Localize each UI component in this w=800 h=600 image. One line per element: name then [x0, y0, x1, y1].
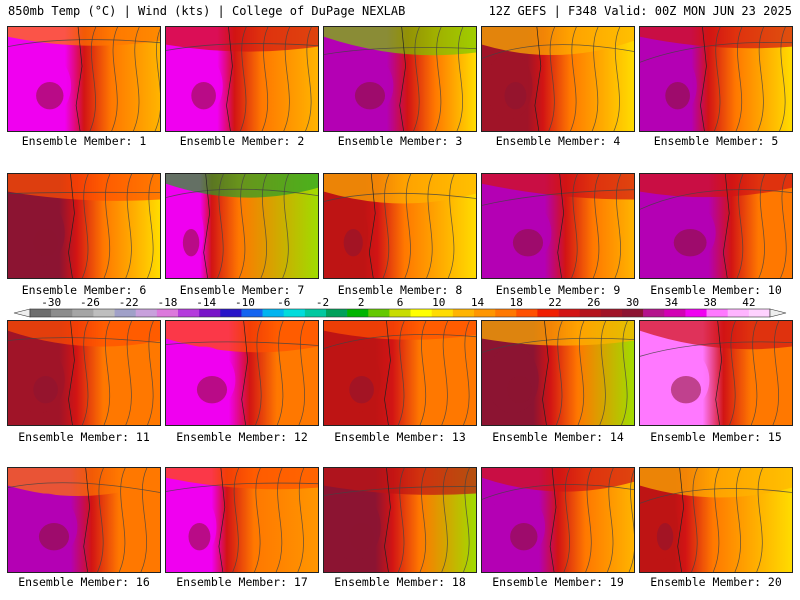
ensemble-member-label: Ensemble Member: 1 [21, 134, 147, 148]
colorbar-tick-label: 14 [471, 296, 485, 309]
ensemble-member-map [165, 173, 319, 279]
run-info: 12Z GEFS | F348 Valid: 00Z MON JUN 23 20… [488, 4, 792, 18]
colorbar-segment [93, 309, 115, 317]
colorbar-segment [304, 309, 327, 317]
colorbar-segment [368, 309, 390, 317]
ensemble-member-label: Ensemble Member: 8 [337, 283, 463, 297]
ensemble-member-map [7, 467, 161, 573]
colorbar-tick-label: 30 [626, 296, 639, 309]
ensemble-member-map [7, 26, 161, 132]
colorbar-tick-label: 6 [397, 296, 404, 309]
ensemble-member-label: Ensemble Member: 17 [176, 575, 308, 589]
ensemble-member-label: Ensemble Member: 13 [334, 430, 466, 444]
colorbar-segment [727, 309, 750, 317]
colorbar-tick-label: 42 [742, 296, 755, 309]
ensemble-member-map [639, 320, 793, 426]
colorbar-segment [389, 309, 411, 317]
ensemble-member-map [323, 26, 477, 132]
colorbar-tick-label: -22 [119, 296, 139, 309]
colorbar-segment [114, 309, 137, 317]
ensemble-member-label: Ensemble Member: 2 [179, 134, 305, 148]
ensemble-member-map [481, 173, 635, 279]
ensemble-member-map [323, 467, 477, 573]
colorbar-tick-label: -14 [196, 296, 216, 309]
ensemble-member-label: Ensemble Member: 5 [653, 134, 779, 148]
colorbar-tick-label: 34 [665, 296, 679, 309]
colorbar-tick-label: -30 [41, 296, 61, 309]
ensemble-member-label: Ensemble Member: 18 [334, 575, 466, 589]
colorbar-segment [474, 309, 496, 317]
ensemble-member-map [165, 320, 319, 426]
colorbar-segment [537, 309, 559, 317]
colorbar-tick-label: 18 [510, 296, 523, 309]
colorbar-segment [622, 309, 644, 317]
ensemble-member-label: Ensemble Member: 9 [495, 283, 621, 297]
ensemble-member-map [7, 320, 161, 426]
ensemble-member-map [481, 467, 635, 573]
colorbar-segment [135, 309, 158, 317]
ensemble-member-label: Ensemble Member: 4 [495, 134, 621, 148]
colorbar-segment [241, 309, 263, 317]
colorbar-segment [283, 309, 306, 317]
colorbar-tick-label: 38 [703, 296, 716, 309]
colorbar-segment [51, 309, 73, 317]
colorbar-segment [431, 309, 454, 317]
colorbar-tick-label: 2 [358, 296, 365, 309]
ensemble-member-label: Ensemble Member: 12 [176, 430, 308, 444]
colorbar-segment [262, 309, 285, 317]
ensemble-member-map [481, 26, 635, 132]
colorbar-segment [220, 309, 242, 317]
ensemble-member-map [165, 467, 319, 573]
colorbar-segment [452, 309, 475, 317]
colorbar-tick-label: 22 [548, 296, 561, 309]
ensemble-member-label: Ensemble Member: 3 [337, 134, 463, 148]
ensemble-member-map [639, 467, 793, 573]
colorbar-segment [748, 309, 771, 317]
colorbar-segment [685, 309, 707, 317]
ensemble-member-map [7, 173, 161, 279]
ensemble-member-map [165, 26, 319, 132]
colorbar-segment [30, 309, 52, 317]
colorbar-tick-label: 10 [432, 296, 445, 309]
colorbar-segment [72, 309, 94, 317]
colorbar-segment [410, 309, 433, 317]
ensemble-member-map [323, 320, 477, 426]
ensemble-member-label: Ensemble Member: 16 [18, 575, 150, 589]
colorbar-segment [643, 309, 665, 317]
ensemble-member-label: Ensemble Member: 10 [650, 283, 782, 297]
ensemble-member-label: Ensemble Member: 6 [21, 283, 147, 297]
colorbar-segment [347, 309, 369, 317]
colorbar-tick-label: -26 [80, 296, 100, 309]
ensemble-member-label: Ensemble Member: 7 [179, 283, 305, 297]
colorbar-segment [495, 309, 517, 317]
colorbar-segment [558, 309, 581, 317]
ensemble-member-label: Ensemble Member: 14 [492, 430, 624, 444]
colorbar-tick-label: -6 [277, 296, 290, 309]
ensemble-member-label: Ensemble Member: 19 [492, 575, 624, 589]
ensemble-member-label: Ensemble Member: 20 [650, 575, 782, 589]
colorbar-segment [664, 309, 686, 317]
colorbar-segment [600, 309, 623, 317]
colorbar-segment [199, 309, 221, 317]
map-title: 850mb Temp (°C) | Wind (kts) | College o… [8, 4, 406, 18]
ensemble-member-map [639, 173, 793, 279]
colorbar-segment [706, 309, 729, 317]
ensemble-member-label: Ensemble Member: 11 [18, 430, 150, 444]
temperature-colorbar: -30 -26 -22 -18 -14 -10 -6 -2 2 6 10 14 18 22 26 30 34 38… [13, 296, 787, 318]
ensemble-member-label: Ensemble Member: 15 [650, 430, 782, 444]
colorbar-segment [516, 309, 538, 317]
colorbar-tick-label: -18 [157, 296, 177, 309]
colorbar-segment [326, 309, 348, 317]
ensemble-member-map [481, 320, 635, 426]
ensemble-member-map [639, 26, 793, 132]
colorbar-segment [156, 309, 179, 317]
colorbar-tick-label: 26 [587, 296, 600, 309]
colorbar-segment [579, 309, 602, 317]
colorbar-tick-label: -2 [316, 296, 329, 309]
colorbar-segment [178, 309, 200, 317]
ensemble-member-map [323, 173, 477, 279]
colorbar-tick-label: -10 [235, 296, 255, 309]
